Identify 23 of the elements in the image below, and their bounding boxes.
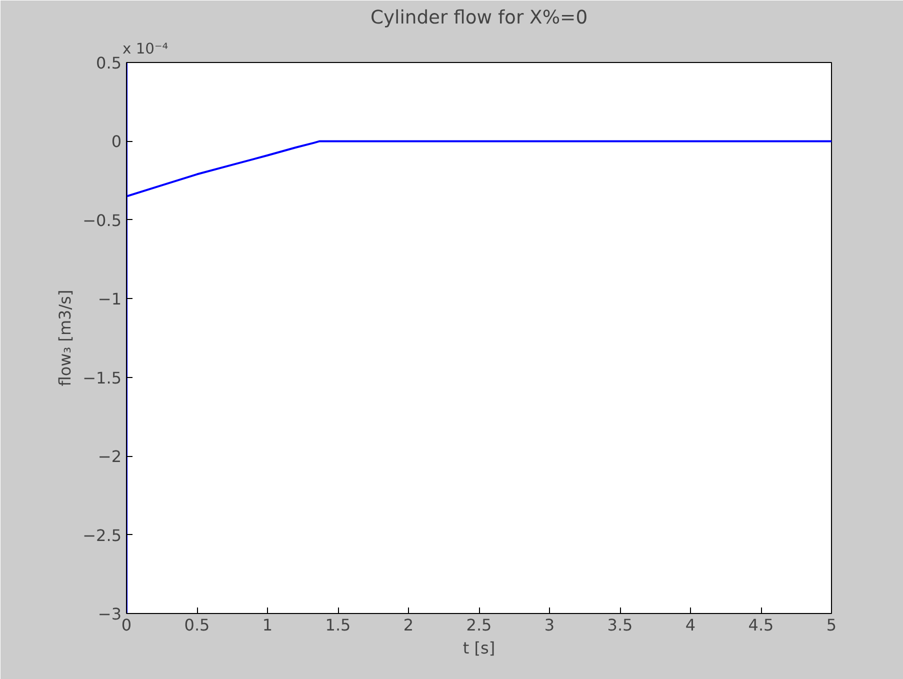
- y-tick-label: 0: [111, 132, 122, 152]
- x-tick-label: 3.5: [607, 616, 633, 634]
- y-axis-title: flow₃ [m3/s]: [56, 290, 75, 386]
- x-tick-label: 4: [685, 616, 696, 634]
- text: x 10⁻⁴: [122, 40, 168, 58]
- y-tick-label: −2: [98, 447, 122, 466]
- x-tick-label: 1.5: [325, 616, 351, 634]
- line-series: [126, 62, 832, 614]
- x-tick-label: 2.5: [466, 616, 492, 634]
- x-tick-label: 5: [826, 616, 837, 634]
- y-tick-label: 0.5: [96, 54, 122, 72]
- chart-title: Cylinder flow for X%=0: [370, 8, 588, 28]
- x-tick-label: 0.5: [184, 616, 210, 634]
- y-tick-label: −3: [98, 604, 122, 624]
- y-tick-label: −1: [98, 290, 122, 309]
- y-tick-label: −0.5: [82, 210, 122, 230]
- x-tick-label: 1: [262, 616, 273, 634]
- y-tick-label: −2.5: [82, 526, 122, 545]
- x-tick-label: 4.5: [748, 616, 774, 634]
- x-tick-label: 3: [544, 616, 555, 634]
- y-tick-label: −1.5: [82, 368, 122, 388]
- x-tick-label: 2: [403, 616, 414, 634]
- x-axis-title: t [s]: [462, 638, 496, 658]
